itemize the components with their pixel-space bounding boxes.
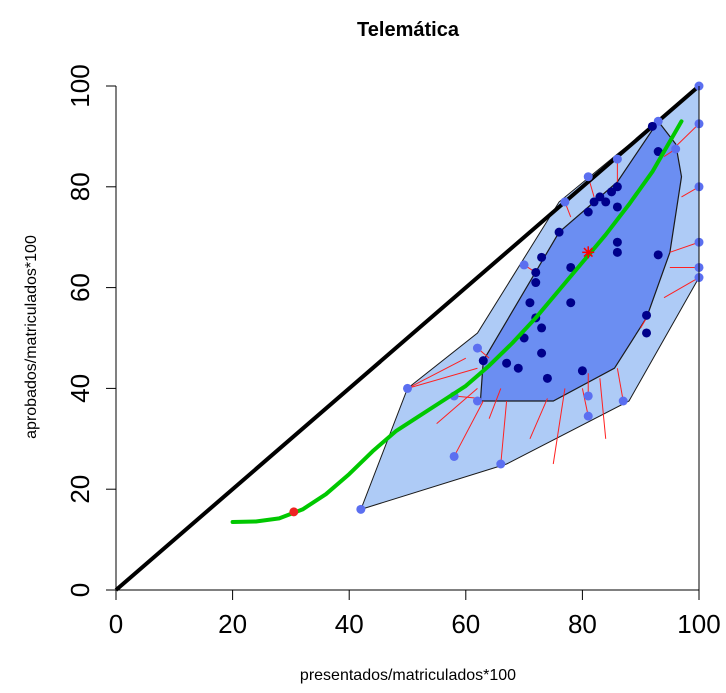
connector-line <box>599 378 607 439</box>
data-point <box>642 328 652 338</box>
connector-line <box>407 367 478 389</box>
connector-line <box>500 400 508 465</box>
outer-point <box>618 396 628 406</box>
x-tick-label: 60 <box>451 609 480 639</box>
connector-line <box>488 388 502 419</box>
outer-point <box>472 343 482 353</box>
x-tick-label: 40 <box>335 609 364 639</box>
outer-point <box>472 396 482 406</box>
outer-point <box>583 411 593 421</box>
x-tick-label: 0 <box>109 609 123 639</box>
data-point <box>647 121 657 131</box>
connector-line <box>453 400 484 457</box>
red-point <box>289 507 299 517</box>
data-point <box>612 247 622 257</box>
data-point <box>537 323 547 333</box>
connector-line <box>663 277 700 299</box>
data-point <box>502 358 512 368</box>
median-marker <box>582 246 595 259</box>
outer-point <box>356 504 366 514</box>
data-point <box>537 348 547 358</box>
data-point <box>612 237 622 247</box>
connector-line <box>529 398 548 439</box>
connector-line <box>436 388 478 425</box>
outer-point <box>612 154 622 164</box>
connector-line <box>552 388 566 465</box>
data-point <box>478 356 488 366</box>
data-point <box>542 373 552 383</box>
median-marker-stroke <box>583 247 594 258</box>
outer-point <box>671 144 681 154</box>
outer-point <box>403 383 412 393</box>
connector-line <box>407 357 467 389</box>
connector-line <box>669 241 700 253</box>
plot-area <box>114 81 704 592</box>
axes: 0 20 40 60 80 100 0 20 40 60 80 100 <box>65 64 721 639</box>
y-tick-label: 0 <box>65 583 95 597</box>
outer-point <box>560 197 570 207</box>
y-tick-label: 20 <box>65 475 95 504</box>
outer-point <box>653 116 663 126</box>
data-point <box>595 192 605 202</box>
y-tick-label: 60 <box>65 273 95 302</box>
data-point <box>607 187 617 197</box>
data-point <box>525 298 535 308</box>
outer-point <box>583 172 593 182</box>
outer-point <box>496 459 506 469</box>
smooth-line <box>230 119 684 524</box>
data-point <box>531 278 541 288</box>
data-point <box>642 310 652 320</box>
y-axis-label: aprobados/matriculados*100 <box>23 235 40 439</box>
data-point <box>513 363 523 373</box>
data-point <box>589 197 599 207</box>
x-tick-label: 20 <box>218 609 247 639</box>
data-point <box>566 298 576 308</box>
outer-point <box>519 260 529 270</box>
diagonal-line <box>114 84 701 592</box>
y-tick-label: 100 <box>65 64 95 107</box>
data-point <box>612 202 622 212</box>
outer-point <box>583 391 593 401</box>
data-point <box>537 252 547 262</box>
x-tick-label: 80 <box>568 609 597 639</box>
connector-line <box>616 368 624 402</box>
connector-line <box>675 123 700 147</box>
data-point <box>612 182 622 192</box>
y-tick-label: 40 <box>65 374 95 403</box>
data-point <box>554 227 564 237</box>
connector-line <box>581 388 589 417</box>
data-point <box>577 366 587 376</box>
y-tick-label: 80 <box>65 172 95 201</box>
data-point <box>583 207 593 217</box>
x-tick-label: 100 <box>677 609 720 639</box>
data-point <box>531 267 541 277</box>
data-point <box>653 147 663 157</box>
chart-title: Telemática <box>357 19 460 41</box>
data-point <box>653 250 663 260</box>
outer-point <box>449 451 459 461</box>
x-axis-label: presentados/matriculados*100 <box>300 667 516 684</box>
data-point <box>566 262 576 272</box>
data-point <box>601 197 611 207</box>
